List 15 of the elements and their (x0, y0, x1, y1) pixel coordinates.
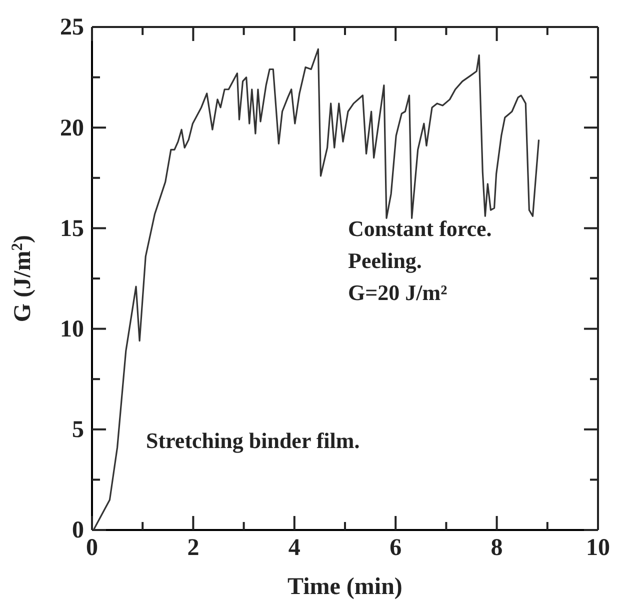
x-tick-label: 10 (586, 535, 610, 562)
y-tick-label: 0 (72, 518, 84, 544)
x-tick-label: 2 (187, 535, 200, 562)
x-tick-label: 6 (390, 535, 402, 562)
annotation: Constant force. Peeling. G=20 J/m² (348, 216, 492, 305)
y-tick-label: 10 (60, 316, 84, 342)
y-tick-label: 25 (60, 14, 84, 41)
y-tick-label: 20 (60, 115, 84, 142)
y-tick-label: 5 (72, 417, 84, 444)
x-tick-label: 4 (288, 535, 300, 562)
x-axis-title: Time (min) (288, 574, 402, 600)
y-tick-label: 15 (60, 216, 84, 242)
line-series (92, 48, 540, 531)
annotation: Stretching binder film. (146, 428, 360, 453)
x-tick-label: 8 (490, 535, 503, 562)
